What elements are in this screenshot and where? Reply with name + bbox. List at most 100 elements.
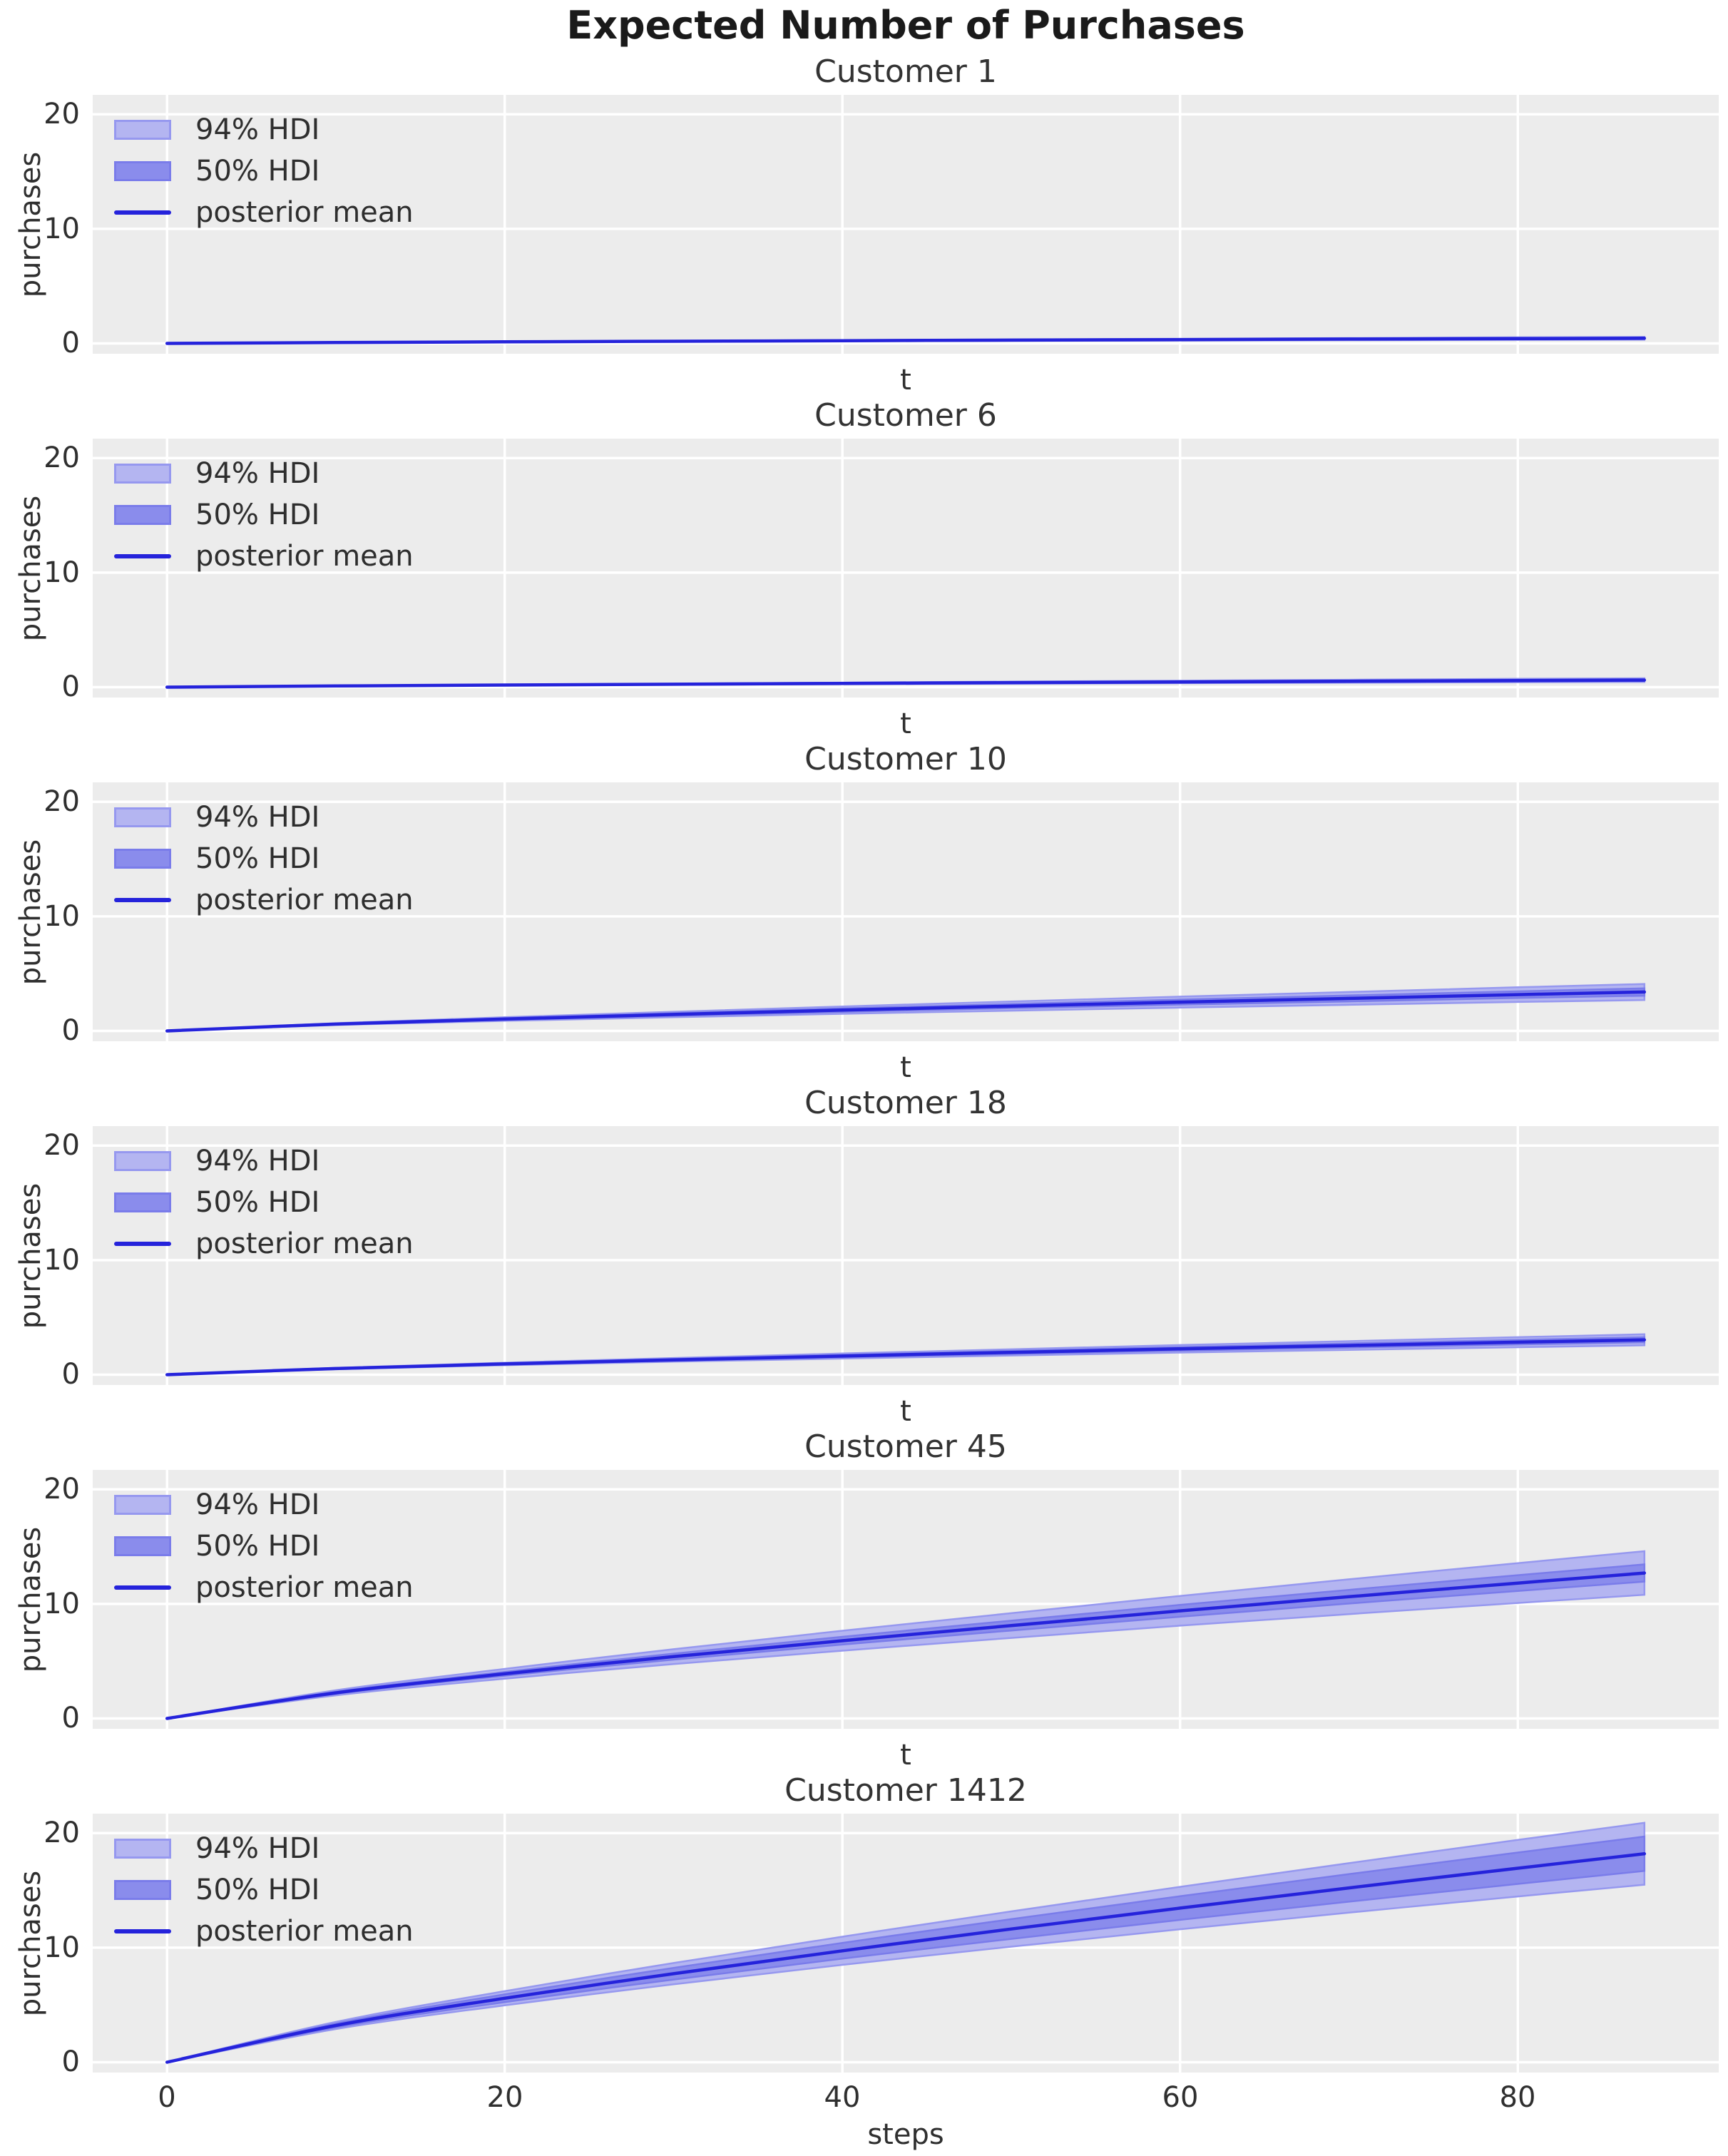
- x-axis-label: t: [900, 1051, 911, 1084]
- legend-label: 94% HDI: [195, 457, 320, 490]
- legend-label: posterior mean: [195, 540, 414, 573]
- ytick-label-0: 0: [61, 2045, 80, 2078]
- legend-item-posterior-mean: posterior mean: [114, 1223, 414, 1265]
- plot-area: 94% HDI 50% HDI posterior mean: [93, 1814, 1719, 2073]
- legend: 94% HDI 50% HDI posterior mean: [114, 453, 414, 577]
- ytick-label-20: 20: [44, 98, 80, 131]
- subplot-customer-10: Customer 10 purchases 20 10 0 94% HDI 50…: [0, 741, 1728, 1084]
- ytick-label-10: 10: [44, 900, 80, 933]
- plot-area: 94% HDI 50% HDI posterior mean: [93, 1470, 1719, 1729]
- ytick-label-20: 20: [44, 1129, 80, 1162]
- posterior-mean-swatch: [114, 1585, 171, 1590]
- plot-canvas: [93, 95, 1719, 354]
- legend-label: 94% HDI: [195, 1832, 320, 1865]
- posterior-mean-swatch: [114, 1929, 171, 1933]
- x-axis-label: t: [900, 1739, 911, 1772]
- legend-label: 94% HDI: [195, 113, 320, 146]
- hdi-94-swatch: [114, 807, 171, 827]
- legend-item-94-hdi: 94% HDI: [114, 1140, 414, 1182]
- figure-title: Expected Number of Purchases: [566, 3, 1245, 48]
- xtick-label-80: 80: [1499, 2081, 1536, 2114]
- ytick-label-10: 10: [44, 1931, 80, 1964]
- ytick-label-10: 10: [44, 213, 80, 245]
- hdi-50-swatch: [114, 505, 171, 525]
- legend-item-posterior-mean: posterior mean: [114, 1911, 414, 1952]
- legend-item-94-hdi: 94% HDI: [114, 1484, 414, 1526]
- legend-item-posterior-mean: posterior mean: [114, 536, 414, 577]
- subplot-title: Customer 45: [804, 1429, 1007, 1465]
- legend-item-94-hdi: 94% HDI: [114, 109, 414, 150]
- ytick-label-20: 20: [44, 441, 80, 474]
- legend-item-50-hdi: 50% HDI: [114, 1869, 414, 1911]
- xtick-label-0: 0: [158, 2081, 176, 2114]
- posterior-mean-swatch: [114, 898, 171, 902]
- hdi-50-swatch: [114, 1192, 171, 1212]
- subplot-customer-18: Customer 18 purchases 20 10 0 94% HDI 50…: [0, 1085, 1728, 1428]
- plot-area: 94% HDI 50% HDI posterior mean: [93, 1126, 1719, 1385]
- ytick-label-10: 10: [44, 556, 80, 589]
- hdi-94-swatch: [114, 120, 171, 140]
- subplot-title: Customer 6: [814, 397, 997, 434]
- legend-label: 50% HDI: [195, 155, 320, 188]
- legend-item-50-hdi: 50% HDI: [114, 150, 414, 192]
- ytick-label-0: 0: [61, 1358, 80, 1391]
- legend-label: posterior mean: [195, 884, 414, 916]
- legend-item-50-hdi: 50% HDI: [114, 1182, 414, 1223]
- legend: 94% HDI 50% HDI posterior mean: [114, 109, 414, 233]
- subplot-customer-1412: Customer 1412 purchases 20 10 0 94% HDI …: [0, 1772, 1728, 2151]
- plot-area: 94% HDI 50% HDI posterior mean: [93, 782, 1719, 1041]
- x-axis-label: steps: [867, 2118, 944, 2151]
- x-axis-label: t: [900, 1395, 911, 1428]
- ytick-label-0: 0: [61, 327, 80, 359]
- legend-item-94-hdi: 94% HDI: [114, 453, 414, 494]
- hdi-94-swatch: [114, 1839, 171, 1859]
- ytick-label-20: 20: [44, 1473, 80, 1506]
- subplot-title: Customer 10: [804, 741, 1007, 777]
- legend-label: 50% HDI: [195, 842, 320, 875]
- plot-canvas: [93, 1814, 1719, 2073]
- legend: 94% HDI 50% HDI posterior mean: [114, 1140, 414, 1265]
- legend-item-94-hdi: 94% HDI: [114, 1828, 414, 1869]
- ytick-label-0: 0: [61, 670, 80, 703]
- plot-canvas: [93, 782, 1719, 1041]
- hdi-50-swatch: [114, 849, 171, 869]
- legend-label: 94% HDI: [195, 1145, 320, 1177]
- legend: 94% HDI 50% HDI posterior mean: [114, 1828, 414, 1952]
- xtick-label-20: 20: [486, 2081, 523, 2114]
- legend-item-posterior-mean: posterior mean: [114, 1567, 414, 1608]
- subplot-title: Customer 18: [804, 1085, 1007, 1121]
- subplot-title: Customer 1412: [784, 1772, 1027, 1809]
- subplot-customer-45: Customer 45 purchases 20 10 0 94% HDI 50…: [0, 1429, 1728, 1772]
- legend-label: posterior mean: [195, 1915, 414, 1948]
- plot-area: 94% HDI 50% HDI posterior mean: [93, 95, 1719, 354]
- plot-canvas: [93, 439, 1719, 698]
- ytick-label-10: 10: [44, 1244, 80, 1277]
- legend-label: 50% HDI: [195, 1874, 320, 1906]
- subplot-title: Customer 1: [814, 53, 997, 90]
- legend-label: 50% HDI: [195, 1186, 320, 1219]
- ytick-label-20: 20: [44, 785, 80, 818]
- legend: 94% HDI 50% HDI posterior mean: [114, 1484, 414, 1608]
- xtick-label-60: 60: [1162, 2081, 1199, 2114]
- legend-item-94-hdi: 94% HDI: [114, 797, 414, 838]
- legend-label: posterior mean: [195, 1571, 414, 1604]
- hdi-94-swatch: [114, 464, 171, 484]
- legend-item-posterior-mean: posterior mean: [114, 879, 414, 921]
- posterior-mean-swatch: [114, 554, 171, 558]
- ytick-label-0: 0: [61, 1702, 80, 1734]
- ytick-label-10: 10: [44, 1588, 80, 1620]
- hdi-50-swatch: [114, 1536, 171, 1556]
- posterior-mean-swatch: [114, 210, 171, 215]
- ytick-label-20: 20: [44, 1817, 80, 1849]
- hdi-50-swatch: [114, 161, 171, 181]
- x-axis-label: t: [900, 707, 911, 740]
- subplot-customer-1: Customer 1 purchases 20 10 0 94% HDI 50%…: [0, 53, 1728, 397]
- subplot-customer-6: Customer 6 purchases 20 10 0 94% HDI 50%…: [0, 397, 1728, 740]
- legend-label: 94% HDI: [195, 1488, 320, 1521]
- plot-area: 94% HDI 50% HDI posterior mean: [93, 439, 1719, 698]
- legend-label: 50% HDI: [195, 499, 320, 531]
- legend-item-50-hdi: 50% HDI: [114, 494, 414, 536]
- posterior-mean-swatch: [114, 1242, 171, 1246]
- legend-label: posterior mean: [195, 1227, 414, 1260]
